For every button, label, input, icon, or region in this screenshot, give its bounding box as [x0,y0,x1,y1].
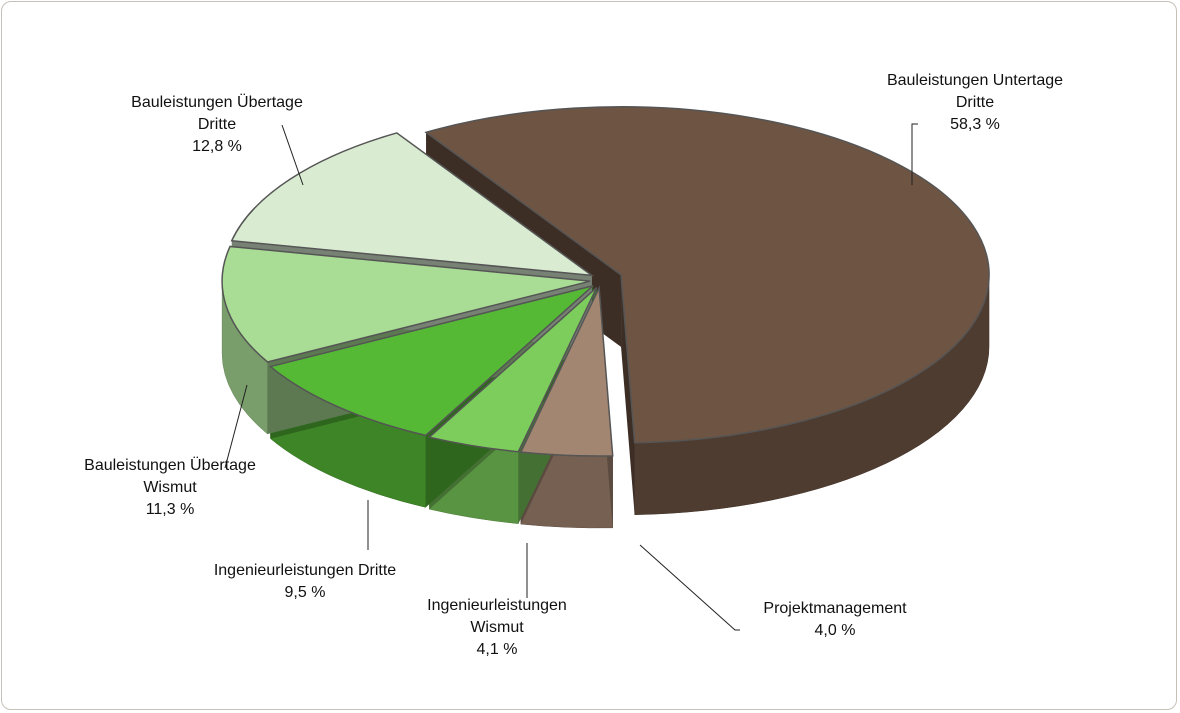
leader-line [639,544,740,631]
value-label: 11,3 % [145,501,195,518]
category-label: Ingenieurleistungen Dritte [213,562,397,579]
data-label: Bauleistungen Übertage Dritte 12,8 % [125,92,310,158]
value-label: 4,1 % [476,641,518,658]
pie-slice [221,245,591,363]
value-label: 58,3 % [950,116,1000,133]
leader-line [224,384,248,469]
pie-slice [427,286,598,453]
data-label: Bauleistungen Untertage Dritte 58,3 % [883,70,1068,136]
pie-slice [230,132,595,277]
value-label: 4,0 % [814,622,856,639]
leader-line [281,124,304,186]
data-label: Bauleistungen Übertage Wismut 11,3 % [78,455,263,521]
value-label: 9,5 % [284,584,326,601]
category-label: Ingenieurleistungen Wismut [427,597,567,636]
category-label: Bauleistungen Übertage Wismut [84,457,256,496]
category-label: Bauleistungen Untertage Dritte [886,72,1064,111]
pie-slice [519,285,614,457]
leader-line [911,123,918,185]
pie-slice [424,106,990,444]
category-label: Projektmanagement [763,600,907,617]
data-label: Ingenieurleistungen Wismut 4,1 % [405,595,590,661]
data-label: Projektmanagement 4,0 % [743,598,928,642]
value-label: 12,8 % [192,138,242,155]
pie [221,106,990,529]
data-label: Ingenieurleistungen Dritte 9,5 % [213,560,398,604]
category-label: Bauleistungen Übertage Dritte [131,94,303,133]
pie-cut-face [621,274,635,515]
pie-slice [268,285,594,437]
